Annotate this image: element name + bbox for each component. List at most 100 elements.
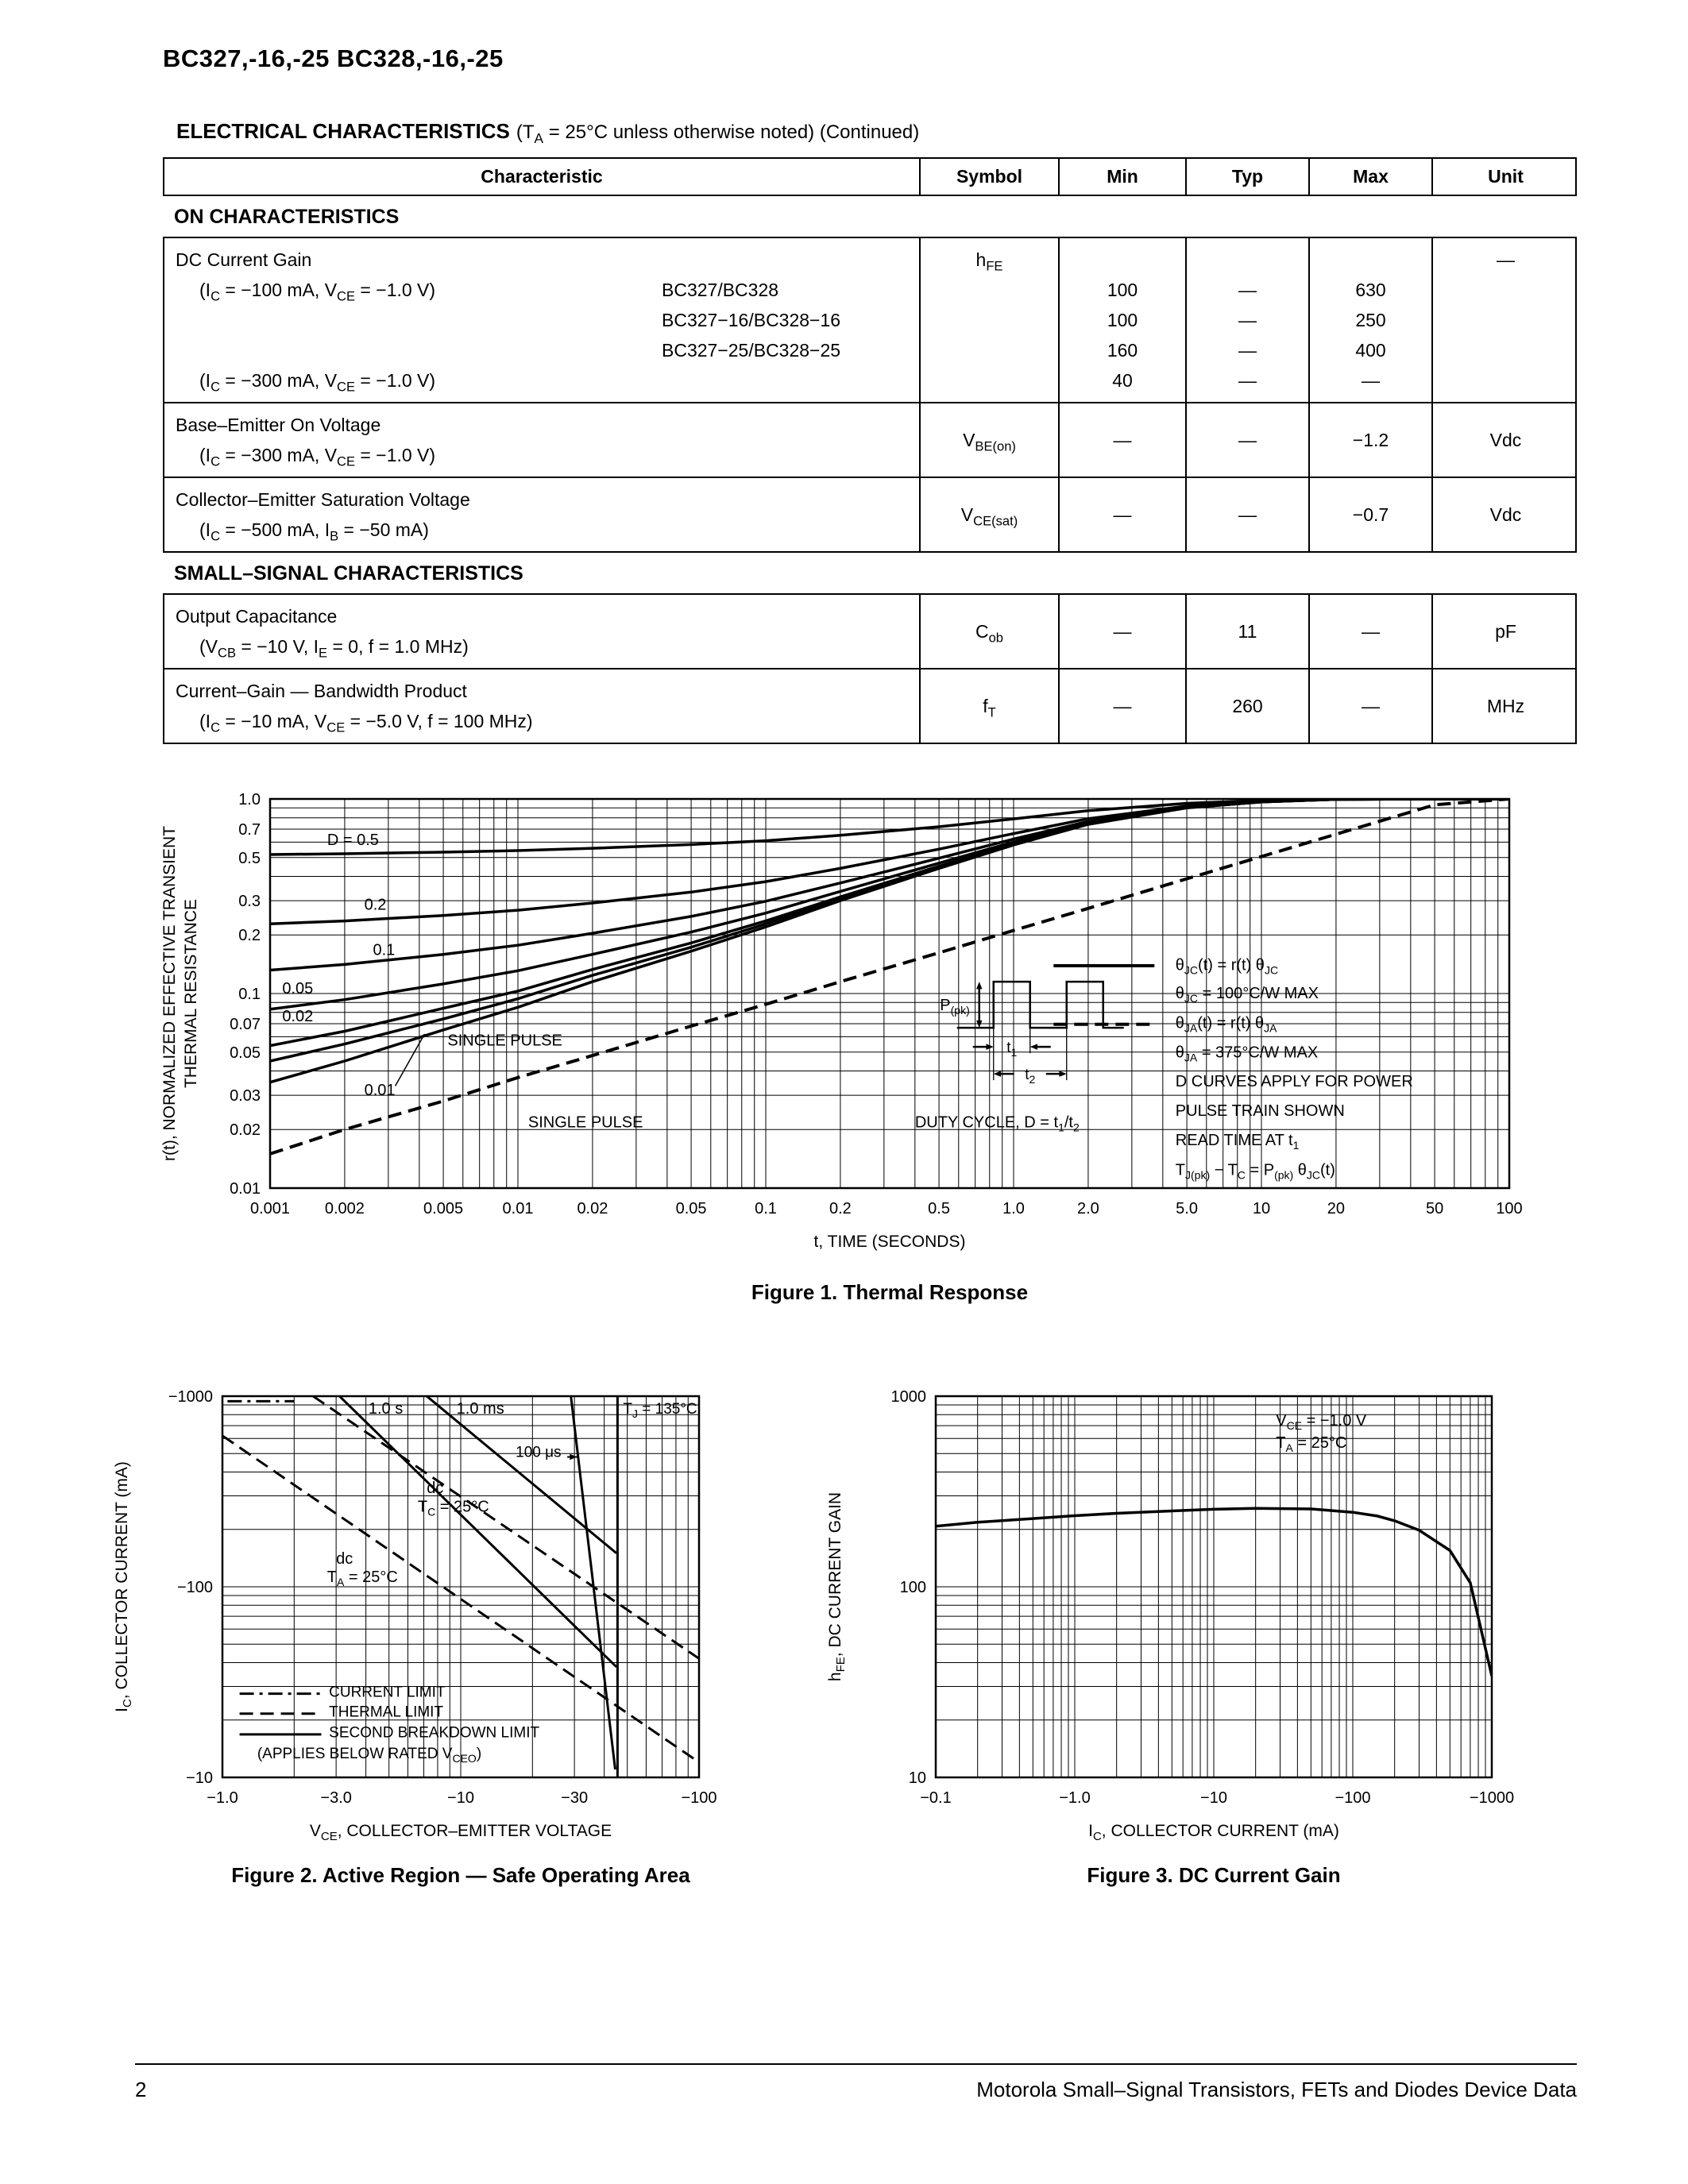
y-tick: 0.02 <box>230 1121 261 1139</box>
y-tick: −100 <box>177 1579 213 1596</box>
series-second-breakdown-1.0s <box>338 1396 618 1668</box>
x-tick: 0.01 <box>503 1200 534 1217</box>
col-max: Max <box>1308 159 1431 195</box>
cell-symbol: Cob <box>919 595 1058 668</box>
chart-label: θJA = 375°C/W MAX <box>1176 1044 1318 1063</box>
cell-characteristic: Output Capacitance (VCB = −10 V, IE = 0, … <box>176 606 469 661</box>
chart-label: 0.01 <box>365 1082 396 1099</box>
x-tick: 0.005 <box>423 1200 463 1217</box>
x-tick: 100 <box>1496 1200 1522 1217</box>
figure1-caption: Figure 1. Thermal Response <box>751 1280 1029 1304</box>
100us-arrow <box>567 1453 577 1461</box>
cell-min: 100 100 160 40 <box>1058 238 1185 402</box>
series-d-0.5 <box>270 799 1509 856</box>
chart-label: VCE = −1.0 V <box>1276 1412 1367 1432</box>
pulse-guides <box>993 1028 1068 1081</box>
y-tick: 10 <box>909 1769 926 1787</box>
series-single-pulse-ja <box>270 799 1509 1156</box>
col-unit: Unit <box>1431 159 1578 195</box>
figure2-block: −1.0 −3.0 −10 −30 −100 −10 −100 −1000 VCE, COLLE… <box>95 1380 794 1888</box>
y-axis-title: r(t), NORMALIZED EFFECTIVE TRANSIENT <box>160 826 179 1161</box>
chart-label: 0.05 <box>282 980 313 997</box>
cell-typ: — — — — <box>1185 238 1308 402</box>
x-axis-title: VCE, COLLECTOR–EMITTER VOLTAGE <box>310 1822 612 1843</box>
plot-border <box>268 797 1511 1190</box>
t1-label: t1 <box>1006 1040 1017 1059</box>
y-tick: 0.01 <box>230 1180 261 1198</box>
x-tick: 50 <box>1426 1200 1443 1217</box>
series-thermal-limit-dc-tc-25c <box>312 1396 699 1660</box>
x-tick: −100 <box>1335 1789 1370 1807</box>
chart-label: DUTY CYCLE, D = t1/t2 <box>915 1114 1080 1134</box>
cell-symbol: VCE(sat) <box>919 478 1058 551</box>
y-tick: 0.1 <box>238 986 261 1003</box>
col-typ: Typ <box>1185 159 1308 195</box>
table-row: Current–Gain — Bandwidth Product (IC = −1… <box>164 668 1575 743</box>
doc-title: BC327,-16,-25 BC328,-16,-25 <box>163 44 504 72</box>
cell-unit: Vdc <box>1431 478 1578 551</box>
chart-label: 1.0 s <box>369 1400 403 1418</box>
chart-label: SECOND BREAKDOWN LIMIT <box>329 1725 539 1742</box>
chart-label: 0.02 <box>282 1008 313 1025</box>
table-body-on-characteristics: DC Current Gain (IC = −100 mA, VCE = −1.0… <box>163 237 1577 553</box>
y-tick: 0.03 <box>230 1087 261 1105</box>
cell-characteristic: Current–Gain — Bandwidth Product (IC = −1… <box>176 681 533 735</box>
cell-typ: 11 <box>1185 595 1308 668</box>
page-number: 2 <box>135 2078 147 2101</box>
cell-unit: MHz <box>1431 669 1578 743</box>
series-d-0.02 <box>270 799 1509 1048</box>
series-single-pulse-jc <box>270 799 1509 1084</box>
y-tick: 1.0 <box>238 791 261 808</box>
series-group <box>936 1507 1492 1677</box>
chart-label: 100 μs <box>516 1445 561 1461</box>
table-row: DC Current Gain (IC = −100 mA, VCE = −1.0… <box>164 238 1575 402</box>
series-thermal-limit-dc-ta-25c <box>222 1434 699 1764</box>
chart-label: (APPLIES BELOW RATED VCEO) <box>257 1746 481 1765</box>
cell-max: — <box>1308 595 1431 668</box>
soa-chart: −1.0 −3.0 −10 −30 −100 −10 −100 −1000 VCE, COLLE… <box>113 1388 717 1843</box>
chart-label: TC = 25°C <box>418 1498 489 1518</box>
chart-label: SINGLE PULSE <box>528 1114 643 1132</box>
section-on-characteristics: ON CHARACTERISTICS <box>174 206 400 228</box>
characteristics-table: Characteristic Symbol Min Typ Max Unit O… <box>163 157 1577 744</box>
x-tick: 0.5 <box>928 1200 950 1217</box>
x-tick: −1000 <box>1470 1789 1514 1807</box>
cell-min: — <box>1058 478 1185 551</box>
x-tick: 0.001 <box>250 1200 290 1217</box>
x-tick: 20 <box>1327 1200 1345 1217</box>
cell-min: — <box>1058 595 1185 668</box>
x-tick: −0.1 <box>920 1789 951 1807</box>
cell-symbol: VBE(on) <box>919 403 1058 477</box>
cell-typ: — <box>1185 478 1308 551</box>
cell-symbol: fT <box>919 669 1058 743</box>
x-tick: 0.2 <box>829 1200 852 1217</box>
y-axis-title: hFE, DC CURRENT GAIN <box>826 1492 848 1681</box>
cell-characteristic: Collector–Emitter Saturation Voltage (IC … <box>176 489 470 544</box>
chart-label: TJ(pk) − TC = P(pk) θJC(t) <box>1176 1161 1335 1181</box>
x-tick: −1.0 <box>1059 1789 1090 1807</box>
elec-heading: ELECTRICAL CHARACTERISTICS (TA = 25°C unl… <box>176 119 919 147</box>
cell-max: −1.2 <box>1308 403 1431 477</box>
chart-label: dc <box>427 1480 443 1497</box>
x-tick: 2.0 <box>1077 1200 1099 1217</box>
chart-label: dc <box>336 1550 353 1568</box>
chart-label: PULSE TRAIN SHOWN <box>1176 1102 1345 1120</box>
y-tick: 0.5 <box>238 850 261 867</box>
chart-label: 1.0 ms <box>457 1400 504 1418</box>
figure3-block: −0.1 −1.0 −10 −100 −1000 10 100 1000 IC, COLLECT… <box>817 1380 1532 1888</box>
x-tick: 0.02 <box>577 1200 608 1217</box>
x-tick: 10 <box>1253 1200 1270 1217</box>
figure3-caption: Figure 3. DC Current Gain <box>1087 1863 1341 1887</box>
col-symbol: Symbol <box>919 159 1058 195</box>
cell-min: — <box>1058 669 1185 743</box>
x-tick: 0.002 <box>325 1200 365 1217</box>
elec-heading-note: (TA = 25°C unless otherwise noted) (Cont… <box>516 122 920 146</box>
table-header: Characteristic Symbol Min Typ Max Unit <box>163 157 1577 196</box>
y-tick: 0.07 <box>230 1016 261 1033</box>
x-tick: −1.0 <box>207 1789 238 1807</box>
x-axis-title: IC, COLLECTOR CURRENT (mA) <box>1088 1822 1339 1843</box>
chart-label: SINGLE PULSE <box>447 1032 562 1050</box>
chart-label: READ TIME AT t1 <box>1176 1132 1300 1152</box>
y-tick: 0.2 <box>238 927 261 944</box>
series-group <box>222 1396 699 1777</box>
